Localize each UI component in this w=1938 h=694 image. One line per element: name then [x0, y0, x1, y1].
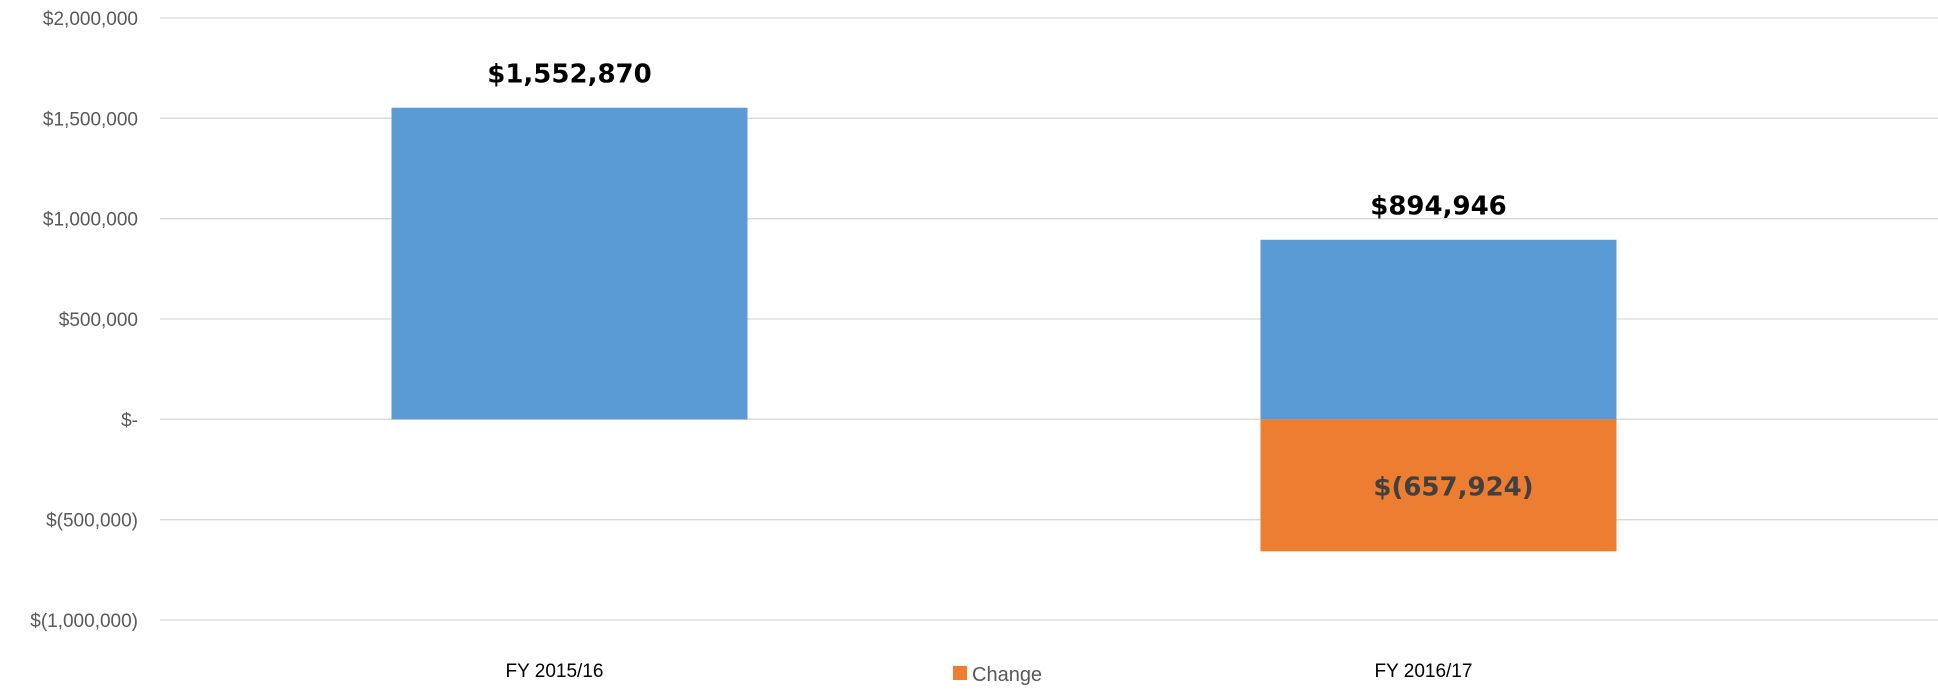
data-label: $894,946	[1370, 192, 1507, 222]
y-tick-label: $2,000,000	[43, 9, 138, 30]
data-labels: $1,552,870 $894,946 $(657,924)	[487, 60, 1533, 503]
y-tick-label: $500,000	[59, 310, 138, 331]
change-bar-1	[1260, 419, 1617, 552]
value-bar-0	[391, 107, 748, 420]
y-tick-label: $-	[121, 410, 138, 431]
legend-label: Change	[972, 664, 1042, 686]
x-category-label: FY 2015/16	[506, 661, 604, 682]
value-bar-1	[1260, 239, 1617, 420]
y-tick-label: $(1,000,000)	[30, 611, 138, 632]
legend-swatch	[953, 666, 967, 680]
x-axis-category-labels: FY 2015/16 FY 2016/17	[506, 661, 1473, 682]
data-label: $1,552,870	[487, 60, 651, 90]
y-tick-label: $1,500,000	[43, 109, 138, 130]
data-label: $(657,924)	[1373, 472, 1533, 502]
y-tick-label: $(500,000)	[46, 511, 138, 532]
y-axis-tick-labels: $2,000,000 $1,500,000 $1,000,000 $500,000 $-…	[30, 9, 138, 632]
y-tick-label: $1,000,000	[43, 210, 138, 231]
bars	[391, 107, 1617, 552]
x-category-label: FY 2016/17	[1375, 661, 1473, 682]
legend: Change	[953, 664, 1042, 686]
